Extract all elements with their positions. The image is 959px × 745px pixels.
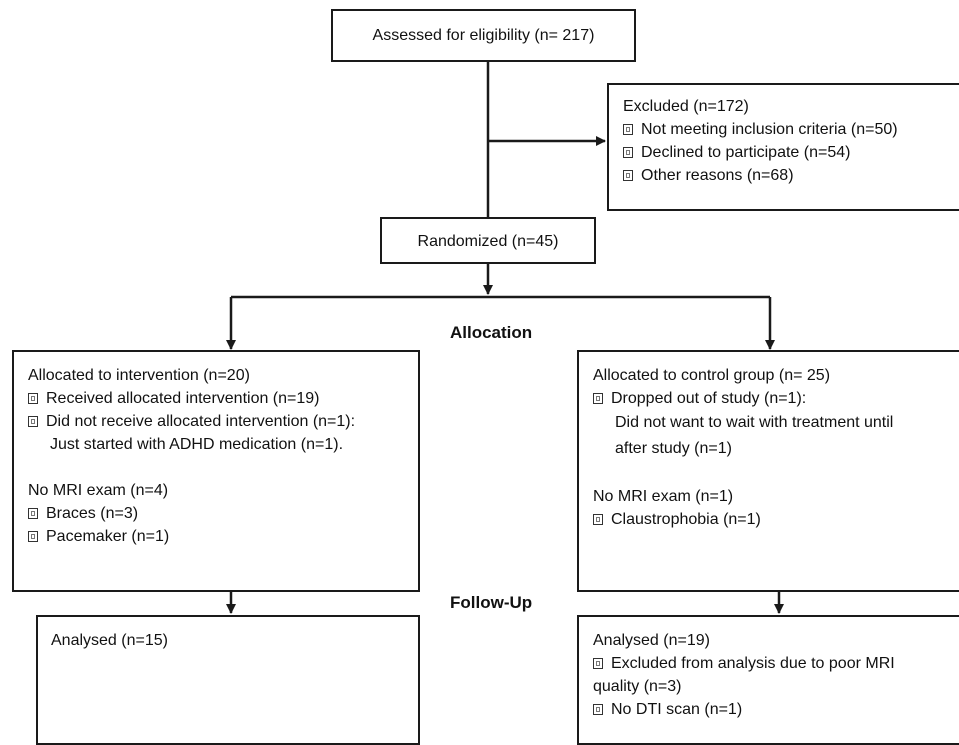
control-detail-line: Did not want to wait with treatment unti… <box>615 414 894 431</box>
assessed-box: Assessed for eligibility (n= 217) <box>331 9 636 62</box>
intervention-detail: Just started with ADHD medication (n=1). <box>50 436 344 453</box>
analysed-control-item: Excluded from analysis due to poor MRI <box>593 652 959 675</box>
checkbox-icon <box>623 147 633 158</box>
checkbox-icon <box>28 416 38 427</box>
excluded-title: Excluded (n=172) <box>623 98 749 115</box>
control-item: Dropped out of study (n=1): <box>593 387 959 410</box>
checkbox-icon <box>623 170 633 181</box>
control-detail-line: after study (n=1) <box>615 440 732 457</box>
checkbox-icon <box>28 531 38 542</box>
phase-label-allocation: Allocation <box>450 323 533 342</box>
excluded-box: Excluded (n=172) Not meeting inclusion c… <box>607 83 959 211</box>
analysed-intervention-title: Analysed (n=15) <box>51 632 168 649</box>
analysed-control-item-continued: quality (n=3) <box>593 678 682 695</box>
checkbox-icon <box>593 393 603 404</box>
randomized-box: Randomized (n=45) <box>380 217 596 264</box>
analysed-control-title: Analysed (n=19) <box>593 632 710 649</box>
intervention-item: Received allocated intervention (n=19) <box>28 387 418 410</box>
intervention-title: Allocated to intervention (n=20) <box>28 367 250 384</box>
intervention-mri-item: Braces (n=3) <box>28 502 418 525</box>
intervention-box: Allocated to intervention (n=20) Receive… <box>12 350 420 592</box>
excluded-item: Other reasons (n=68) <box>623 164 959 187</box>
excluded-item: Declined to participate (n=54) <box>623 141 959 164</box>
analysed-control-box: Analysed (n=19) Excluded from analysis d… <box>577 615 959 745</box>
intervention-item: Did not receive allocated intervention (… <box>28 410 418 433</box>
control-title: Allocated to control group (n= 25) <box>593 367 831 384</box>
checkbox-icon <box>593 658 603 669</box>
intervention-mri-title: No MRI exam (n=4) <box>28 482 169 499</box>
analysed-intervention-box: Analysed (n=15) <box>36 615 420 745</box>
checkbox-icon <box>28 393 38 404</box>
assessed-text: Assessed for eligibility (n= 217) <box>372 27 595 44</box>
checkbox-icon <box>593 514 603 525</box>
control-mri-title: No MRI exam (n=1) <box>593 488 734 505</box>
analysed-control-item: No DTI scan (n=1) <box>593 698 959 721</box>
control-box: Allocated to control group (n= 25) Dropp… <box>577 350 959 592</box>
randomized-text: Randomized (n=45) <box>417 233 559 250</box>
intervention-mri-item: Pacemaker (n=1) <box>28 525 418 548</box>
control-mri-item: Claustrophobia (n=1) <box>593 508 959 531</box>
checkbox-icon <box>28 508 38 519</box>
checkbox-icon <box>623 124 633 135</box>
phase-label-followup: Follow-Up <box>450 593 533 612</box>
excluded-item: Not meeting inclusion criteria (n=50) <box>623 118 959 141</box>
checkbox-icon <box>593 704 603 715</box>
